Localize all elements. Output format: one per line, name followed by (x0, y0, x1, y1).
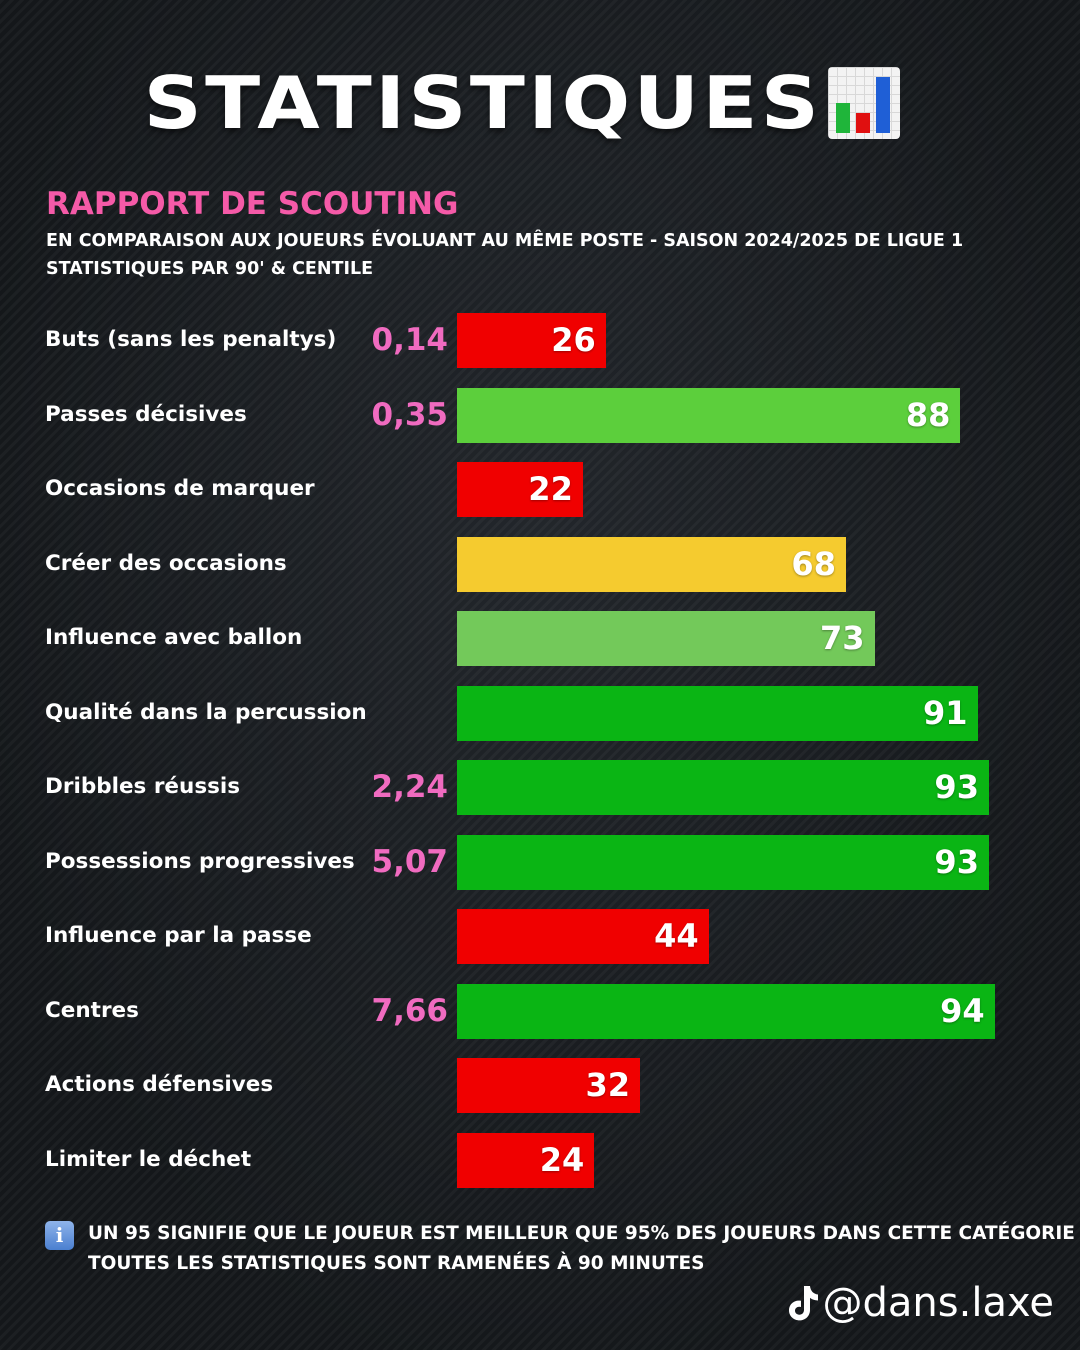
percentile-bar (457, 834, 989, 890)
category-label: Dribbles réussis (45, 774, 241, 799)
per90-value: 0,14 (371, 322, 449, 358)
percentile-bar (457, 1058, 641, 1113)
percentile-value-label: 68 (791, 544, 836, 583)
percentile-bar (457, 983, 995, 1039)
category-label: Actions défensives (45, 1072, 274, 1097)
emoji-bar-blue (875, 77, 890, 133)
percentile-value-label: 88 (905, 395, 951, 434)
footnote: i UN 95 SIGNIFIE QUE LE JOUEUR EST MEILL… (45, 1219, 1075, 1279)
title-row: STATISTIQUES (0, 58, 1080, 148)
percentile-bar (457, 909, 709, 964)
description-line-1: EN COMPARAISON AUX JOUEURS ÉVOLUANT AU M… (46, 231, 964, 251)
percentile-value-label: 24 (539, 1140, 585, 1179)
emoji-bar-green (835, 103, 850, 133)
per90-value: 5,07 (371, 843, 449, 880)
category-label: Passes décisives (45, 401, 247, 427)
percentile-value-label: 26 (551, 321, 596, 359)
percentile-bar (457, 685, 978, 741)
description-line-2: STATISTIQUES PAR 90' & CENTILE (46, 259, 374, 279)
percentile-value-label: 93 (934, 768, 979, 806)
per90-value: 2,24 (371, 769, 449, 805)
percentile-bar (457, 760, 989, 815)
report-subtitle: RAPPORT DE SCOUTING (46, 186, 459, 222)
watermark: @dans.laxe (785, 1280, 1054, 1326)
category-label: Qualité dans la percussion (45, 699, 367, 725)
bar-chart-emoji-icon (827, 67, 900, 139)
percentile-value-label: 94 (940, 991, 985, 1030)
percentile-bar (457, 313, 606, 368)
info-icon: i (45, 1221, 74, 1250)
percentile-value-label: 93 (934, 842, 979, 881)
category-label: Centres (45, 997, 139, 1023)
category-label: Influence avec ballon (45, 625, 303, 650)
percentile-value-label: 22 (528, 470, 573, 508)
category-label: Limiter le déchet (45, 1146, 252, 1172)
category-label: Buts (sans les penaltys) (45, 327, 337, 352)
category-label: Créer des occasions (45, 550, 287, 576)
per90-value: 7,66 (371, 992, 449, 1029)
percentile-bar (457, 611, 875, 666)
percentile-value-label: 91 (922, 693, 968, 732)
percentile-bar (457, 462, 583, 517)
percentile-bar (457, 1132, 595, 1188)
percentile-value-label: 44 (654, 917, 699, 955)
category-label: Occasions de marquer (45, 476, 315, 501)
watermark-handle: @dans.laxe (822, 1280, 1054, 1326)
percentile-value-label: 73 (820, 619, 865, 657)
per90-value: 0,35 (371, 396, 449, 433)
percentile-bar (457, 536, 846, 592)
category-label: Possessions progressives (45, 848, 355, 874)
category-label: Influence par la passe (45, 923, 312, 948)
footnote-text: UN 95 SIGNIFIE QUE LE JOUEUR EST MEILLEU… (88, 1219, 1075, 1279)
footnote-line-2: TOUTES LES STATISTIQUES SONT RAMENÉES À … (88, 1253, 705, 1274)
tiktok-icon (788, 1286, 818, 1321)
emoji-bar-red (855, 113, 870, 133)
footnote-line-1: UN 95 SIGNIFIE QUE LE JOUEUR EST MEILLEU… (88, 1223, 1075, 1244)
page-title: STATISTIQUES (143, 61, 823, 145)
percentile-bar (457, 387, 961, 443)
percentile-value-label: 32 (585, 1066, 631, 1104)
